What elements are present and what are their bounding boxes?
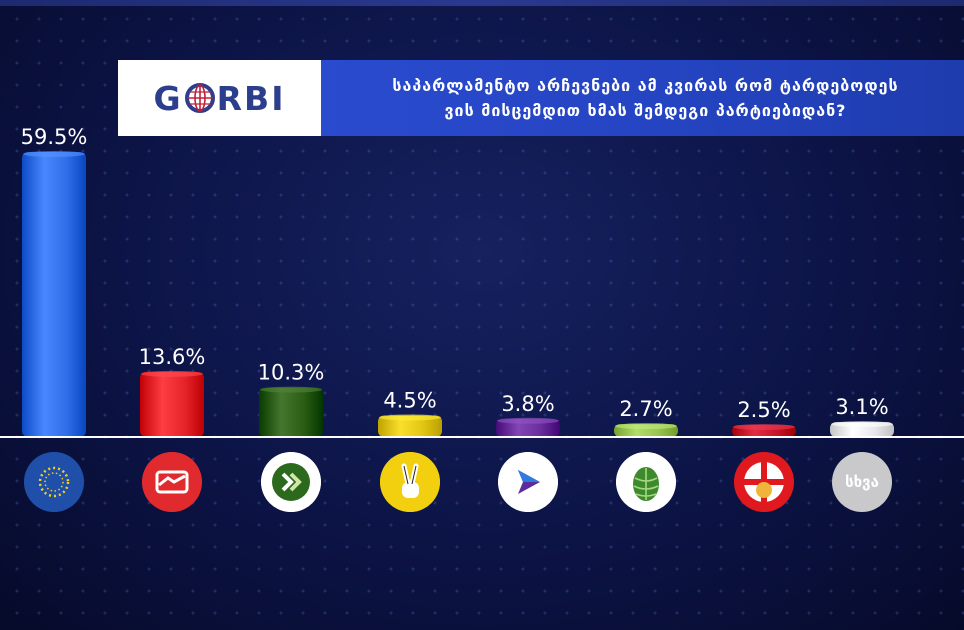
bar-cap-1 <box>23 151 85 157</box>
play-arrow-icon <box>498 452 558 512</box>
bar-cap-2 <box>141 370 203 377</box>
globe-icon <box>184 83 215 113</box>
other-label: სხვა <box>845 473 879 491</box>
bar-cap-5 <box>497 417 559 424</box>
value-label-3: 10.3% <box>258 361 325 385</box>
value-label-6: 2.7% <box>619 397 672 421</box>
value-label-7: 2.5% <box>737 398 790 422</box>
bar-cap-7 <box>733 424 795 431</box>
georgian-dream-icon <box>24 452 84 512</box>
gorbi-logo: G RBI <box>118 60 321 136</box>
title-line-1: საპარლამენტო არჩევნები ამ კვირას რომ ტარ… <box>392 76 899 95</box>
bar-3 <box>259 387 323 437</box>
crossed-flag-icon <box>734 452 794 512</box>
value-label-8: 3.1% <box>835 395 888 419</box>
value-label-5: 3.8% <box>501 392 554 416</box>
chart-title: საპარლამენტო არჩევნები ამ კვირას რომ ტარ… <box>333 66 958 130</box>
bar-cap-3 <box>260 386 322 393</box>
pine-cone-icon <box>616 452 676 512</box>
value-label-4: 4.5% <box>383 388 436 412</box>
double-chevron-icon <box>261 452 321 512</box>
bar-4 <box>378 415 442 437</box>
logo-text: G RBI <box>154 79 286 118</box>
victory-hand-icon <box>380 452 440 512</box>
value-label-1: 59.5% <box>21 125 88 149</box>
bar-cap-4 <box>379 414 441 421</box>
logo-letter-g: G <box>153 78 183 118</box>
handshake-icon <box>142 452 202 512</box>
bar-1 <box>22 152 86 437</box>
bar-cap-6 <box>615 423 677 430</box>
value-label-2: 13.6% <box>139 345 206 369</box>
top-strip <box>0 0 964 6</box>
bar-cap-8 <box>831 421 893 428</box>
other-icon: სხვა <box>832 452 892 512</box>
header-banner: G RBI საპარლამენტო არჩევნები ამ კვირას რ… <box>118 60 964 136</box>
bar-2 <box>140 371 204 437</box>
title-line-2: ვის მისცემდით ხმას შემდეგი პარტიებიდან? <box>444 101 847 120</box>
logo-letters-rbi: RBI <box>216 78 286 118</box>
